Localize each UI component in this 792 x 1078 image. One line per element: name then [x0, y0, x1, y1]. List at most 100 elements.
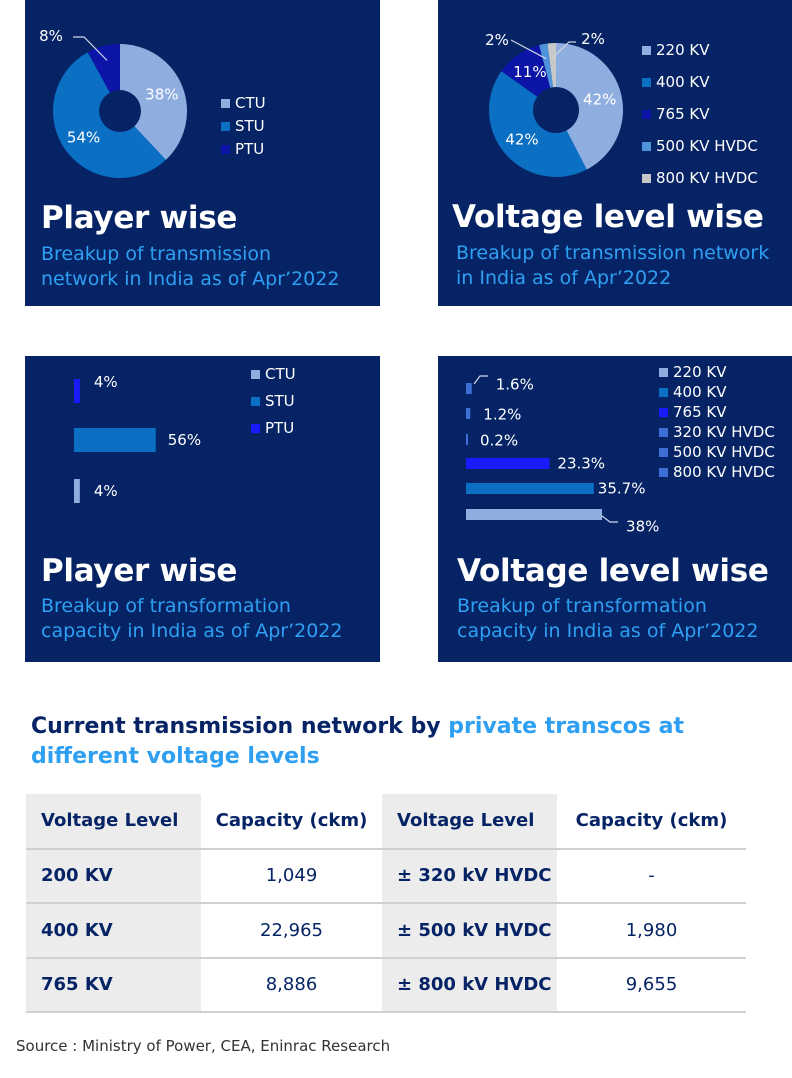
bar [74, 479, 80, 503]
table-cell: 200 KV [26, 848, 201, 904]
legend-label: 800 KV HVDC [656, 169, 758, 187]
legend-item: 400 KV [659, 382, 775, 402]
legend-item: 500 KV HVDC [659, 442, 775, 462]
panel-title: Voltage level wise [452, 199, 764, 235]
pie-slice-label: 11% [513, 63, 546, 81]
bar [466, 509, 603, 520]
table-cell: ± 320 kV HVDC [382, 848, 557, 904]
table-heading-highlight: private transcos at different voltage le… [31, 714, 684, 769]
legend-p1: CTU STU PTU [221, 92, 266, 161]
bar-label: 1.6% [496, 376, 534, 394]
table-cell: ± 800 kV HVDC [382, 957, 557, 1013]
leader-line [510, 39, 547, 60]
table-cell: 1,980 [557, 903, 746, 959]
legend-item: STU [251, 388, 296, 415]
legend-item: 500 KV HVDC [642, 130, 758, 162]
pie-slice-label: 2% [581, 30, 605, 48]
legend-item: PTU [251, 415, 296, 442]
table-heading: Current transmission network by private … [31, 712, 771, 772]
table-header-cell: Voltage Level [26, 794, 201, 850]
bar-label: 35.7% [598, 480, 646, 498]
legend-swatch [659, 447, 668, 457]
legend-label: 500 KV HVDC [656, 137, 758, 155]
legend-swatch [642, 173, 651, 183]
bar-label: 23.3% [557, 455, 605, 473]
bar-label: 4% [94, 482, 118, 500]
private-transcos-table: Voltage Level Capacity (ckm) Voltage Lev… [26, 794, 746, 1013]
panel-title: Player wise [41, 200, 238, 236]
bar [74, 379, 80, 403]
bar [466, 483, 594, 494]
legend-item: CTU [251, 361, 296, 388]
table-header-cell: Capacity (ckm) [557, 794, 746, 850]
table-cell: 1,049 [201, 848, 382, 904]
legend-label: 400 KV [656, 73, 710, 91]
table-row: 200 KV 1,049 ± 320 kV HVDC - [26, 848, 746, 904]
bar [466, 408, 471, 419]
legend-swatch [251, 397, 260, 406]
legend-label: 220 KV [656, 41, 710, 59]
subtitle-line: Breakup of transformation [457, 595, 707, 617]
panel-subtitle: Breakup of transformation capacity in In… [457, 594, 758, 644]
bar-label: 0.2% [480, 432, 518, 450]
subtitle-line: capacity in India as of Apr’2022 [457, 620, 759, 642]
table-header-row: Voltage Level Capacity (ckm) Voltage Lev… [26, 794, 746, 850]
bar-label: 1.2% [483, 406, 521, 424]
legend-label: 800 KV HVDC [673, 463, 775, 481]
panel-subtitle: Breakup of transformation capacity in In… [41, 594, 342, 644]
legend-label: STU [265, 392, 295, 410]
table-header-cell: Voltage Level [382, 794, 557, 850]
legend-swatch [659, 407, 668, 417]
table-cell: 22,965 [201, 903, 382, 959]
subtitle-line: Breakup of transmission network [456, 242, 770, 264]
pie-slice-label: 42% [505, 130, 538, 148]
legend-label: 320 KV HVDC [673, 423, 775, 441]
bar [466, 458, 550, 469]
bar-label: 38% [626, 518, 659, 536]
legend-item: 400 KV [642, 66, 758, 98]
bar [466, 434, 468, 445]
pie-slice-label: 2% [485, 31, 509, 49]
legend-label: 765 KV [656, 105, 710, 123]
subtitle-line: Breakup of transmission [41, 243, 272, 265]
legend-swatch [221, 122, 230, 131]
bar-chart-transformation-voltage: 1.6% 1.2% 0.2% 23.3% 35.7% 38% [466, 375, 659, 536]
table-cell: 400 KV [26, 903, 201, 959]
legend-swatch [659, 387, 668, 397]
legend-swatch [659, 467, 668, 477]
legend-label: 500 KV HVDC [673, 443, 775, 461]
donut-chart-transmission-player: 38% 54% 8% [39, 27, 187, 179]
table-cell: - [557, 848, 746, 904]
legend-p4: 220 KV 400 KV 765 KV 320 KV HVDC 500 KV HVDC… [659, 362, 775, 482]
legend-item: CTU [221, 92, 266, 115]
legend-swatch [642, 77, 651, 87]
legend-item: 320 KV HVDC [659, 422, 775, 442]
leader-line [73, 36, 108, 61]
panel-title: Player wise [41, 553, 238, 589]
panel-transformation-voltage: 1.6% 1.2% 0.2% 23.3% 35.7% 38% 220 KV 400 KV 76… [438, 356, 792, 662]
legend-label: 765 KV [673, 403, 727, 421]
legend-swatch [251, 424, 260, 433]
legend-label: STU [235, 117, 265, 135]
legend-item: 765 KV [642, 98, 758, 130]
donut-hole [533, 87, 579, 133]
leader-line [552, 41, 576, 59]
leader-line [601, 515, 618, 523]
pie-slice-label: 54% [67, 128, 100, 146]
panel-transmission-voltage: 42% 42% 11% 2% 2% 220 KV 400 KV 765 KV 500 KV H… [438, 0, 792, 306]
legend-item: 800 KV HVDC [642, 162, 758, 194]
legend-label: PTU [235, 140, 265, 158]
legend-p3: CTU STU PTU [251, 361, 296, 442]
table-heading-prefix: Current transmission network by [31, 714, 449, 739]
legend-item: 765 KV [659, 402, 775, 422]
legend-label: CTU [235, 94, 266, 112]
donut-hole [99, 90, 141, 132]
table-cell: 8,886 [201, 957, 382, 1013]
legend-label: 220 KV [673, 363, 727, 381]
legend-item: STU [221, 115, 266, 138]
legend-label: PTU [265, 419, 295, 437]
legend-label: CTU [265, 365, 296, 383]
legend-swatch [642, 141, 651, 151]
legend-swatch [659, 367, 668, 377]
bar-chart-transformation-player: 4% 56% 4% [74, 373, 201, 503]
